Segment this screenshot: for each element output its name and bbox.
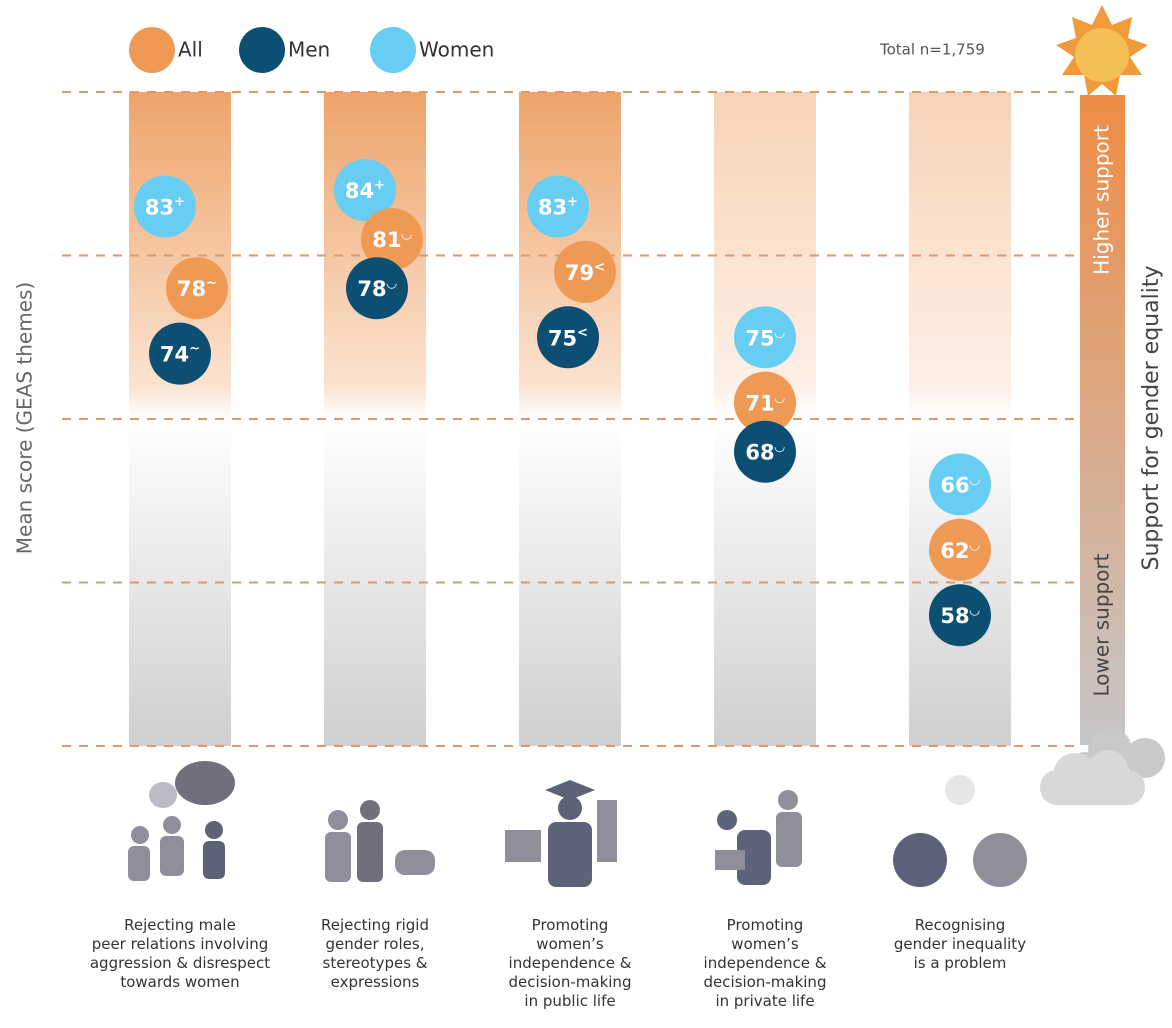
scale-bottom-label: Lower support <box>1090 553 1114 696</box>
legend-swatch <box>370 27 416 73</box>
legend-label: Women <box>419 38 494 62</box>
column <box>909 92 1011 746</box>
icons <box>128 761 1027 887</box>
note: Total n=1,759 <box>879 41 985 59</box>
legend-swatch <box>239 27 285 73</box>
chart: Mean score (GEAS themes) Total n=1,759 H… <box>0 0 1172 1028</box>
legend: All Men Women <box>129 27 494 73</box>
y-axis-label: Mean score (GEAS themes) <box>13 282 37 554</box>
legend-label: All <box>178 38 203 62</box>
scale-top-label: Higher support <box>1090 125 1114 275</box>
scale-title: Support for gender equality <box>1139 266 1164 571</box>
legend-label: Men <box>288 38 330 62</box>
sun <box>1056 5 1148 96</box>
cloud <box>1040 728 1165 805</box>
legend-swatch <box>129 27 175 73</box>
